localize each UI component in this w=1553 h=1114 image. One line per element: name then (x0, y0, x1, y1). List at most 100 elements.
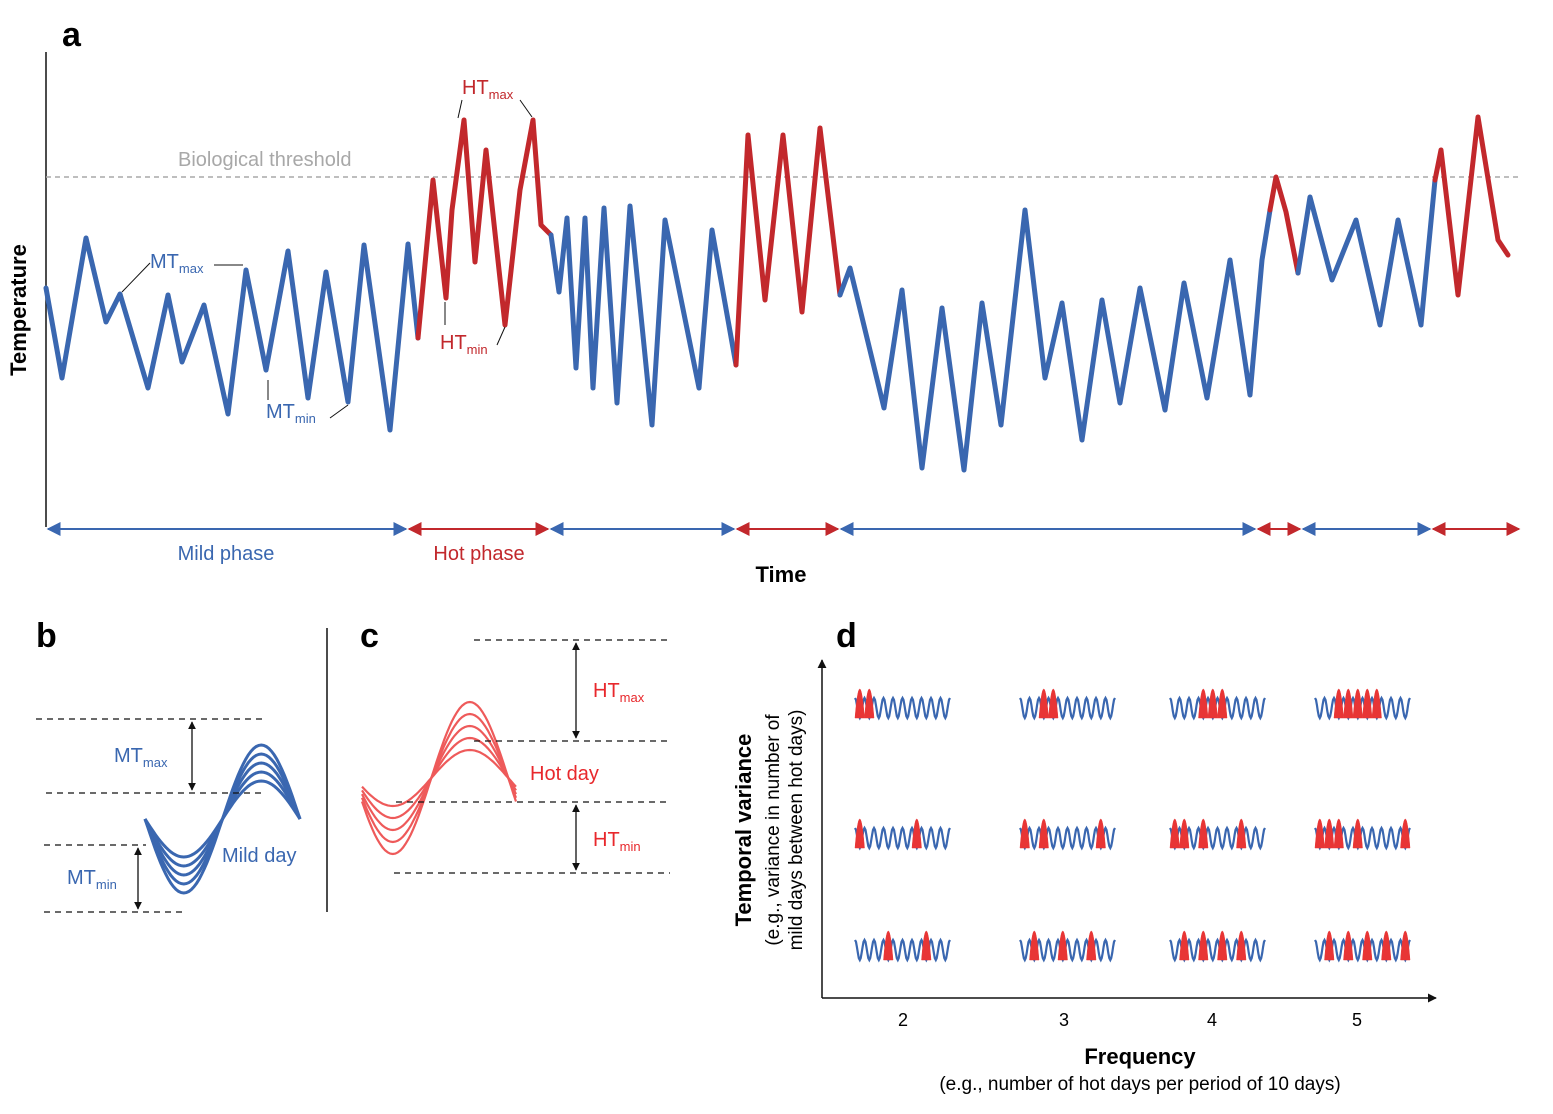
panel-d-y-subtitle-1: (e.g., variance in number of (763, 714, 784, 946)
ht-max-label: HTmax (593, 680, 645, 705)
hot-day-spike (1352, 689, 1363, 719)
ht-min-leader-2 (496, 326, 506, 346)
mild-phase-trace (837, 207, 1273, 473)
panel-d: d Temporal variance (e.g., variance in n… (731, 617, 1437, 1095)
hot-day-curves (360, 700, 518, 856)
pattern-grid (854, 689, 1411, 963)
mild-days-pattern (854, 937, 951, 963)
hot-day-spike (1324, 931, 1335, 961)
panel-d-x-title: Frequency (1084, 1044, 1196, 1069)
hot-day-curve (360, 700, 518, 856)
hot-day-spike (1400, 931, 1411, 961)
panel-a-y-axis-title: Temperature (6, 244, 31, 376)
hot-day-curve (361, 736, 517, 820)
hot-day-spike (1198, 931, 1209, 961)
mild-days-pattern (854, 825, 951, 851)
hot-day-spike (911, 819, 922, 849)
mild-day-curve (143, 743, 302, 895)
hot-day-spike (1217, 931, 1228, 961)
hot-day-spike (1333, 819, 1344, 849)
hot-day-spike (1198, 689, 1209, 719)
hot-day-spike (1324, 819, 1335, 849)
hot-day-spike (1314, 819, 1325, 849)
mild-phase-trace (1295, 177, 1438, 328)
hot-day-spike (1048, 689, 1059, 719)
x-tick-label: 3 (1059, 1010, 1069, 1030)
panel-d-y-subtitle-2: mild days between hot days) (786, 710, 807, 951)
mt-min-leader-2 (329, 404, 349, 419)
x-tick-label: 5 (1352, 1010, 1362, 1030)
hot-day-spike (1086, 931, 1097, 961)
hot-day-spike (1362, 931, 1373, 961)
mt-max-label: MTmax (114, 745, 168, 770)
mild-phase-trace (548, 203, 739, 428)
hot-phase-trace (1432, 114, 1511, 298)
panel-a-label: a (62, 16, 82, 54)
mt-min-label: MTmin (67, 867, 117, 892)
hot-day-spike (854, 689, 865, 719)
panel-d-x-subtitle: (e.g., number of hot days per period of … (939, 1074, 1340, 1095)
hot-day-spike (1362, 689, 1373, 719)
hot-day-spike (1236, 819, 1247, 849)
hot-phase-trace (415, 117, 554, 341)
hot-day-curve (360, 712, 518, 844)
hot-day-spike (1207, 689, 1218, 719)
mild-days-pattern (1314, 695, 1411, 721)
hot-day-spike (1400, 819, 1411, 849)
hot-day-spike (1029, 931, 1040, 961)
hot-day-spike (1343, 689, 1354, 719)
mt-min-label: MTmin (266, 401, 316, 426)
hot-day-spike (1217, 689, 1228, 719)
x-tick-label: 2 (898, 1010, 908, 1030)
hot-day-spike (1352, 819, 1363, 849)
biological-threshold-label: Biological threshold (178, 149, 351, 171)
panel-b: b MTmax MTmin Mild day (36, 617, 302, 913)
hot-day-spike (1019, 819, 1030, 849)
hot-day-spike (1179, 819, 1190, 849)
hot-day-spike (1333, 689, 1344, 719)
hot-phase-label: Hot phase (433, 543, 524, 565)
x-tick-label: 4 (1207, 1010, 1217, 1030)
hot-day-spike (1198, 819, 1209, 849)
hot-day-spike (1236, 931, 1247, 961)
hot-day-spike (1381, 931, 1392, 961)
ht-max-label: HTmax (462, 77, 514, 102)
hot-day-spike (1169, 819, 1180, 849)
mild-days-pattern (1019, 695, 1116, 721)
hot-day-spike (1371, 689, 1382, 719)
panel-b-label: b (36, 617, 57, 655)
hot-day-label: Hot day (530, 763, 599, 785)
mild-day-curves (143, 743, 302, 895)
panel-c-label: c (360, 617, 379, 655)
hot-day-spike (1057, 931, 1068, 961)
mild-days-pattern (1169, 695, 1266, 721)
panel-c: c HTmax HTmin Hot day (360, 617, 670, 874)
ht-max-leader-2 (519, 99, 533, 118)
panel-d-y-title: Temporal variance (731, 734, 756, 927)
panel-a: a Temperature Biological threshold MTmax… (6, 16, 1522, 587)
hot-day-spike (1038, 689, 1049, 719)
hot-day-curve (361, 724, 517, 832)
ht-min-label: HTmin (593, 829, 641, 854)
ht-max-leader (457, 99, 463, 119)
hot-day-spike (1095, 819, 1106, 849)
panel-d-label: d (836, 617, 857, 655)
hot-day-spike (864, 689, 875, 719)
mt-max-label: MTmax (150, 251, 204, 276)
hot-phase-trace (1267, 174, 1301, 276)
mt-max-leader (121, 262, 151, 293)
hot-day-curve (361, 748, 517, 808)
hot-day-spike (921, 931, 932, 961)
mild-day-label: Mild day (222, 845, 296, 867)
hot-day-spike (883, 931, 894, 961)
hot-phase-trace (733, 125, 843, 368)
hot-day-spike (1179, 931, 1190, 961)
mild-phase-trace (43, 235, 421, 433)
hot-day-spike (854, 819, 865, 849)
hot-day-spike (1038, 819, 1049, 849)
hot-day-spike (1343, 931, 1354, 961)
temperature-series (43, 114, 1511, 473)
ht-min-label: HTmin (440, 332, 488, 357)
panel-a-x-axis-title: Time (756, 562, 807, 587)
mild-phase-label: Mild phase (178, 543, 275, 565)
